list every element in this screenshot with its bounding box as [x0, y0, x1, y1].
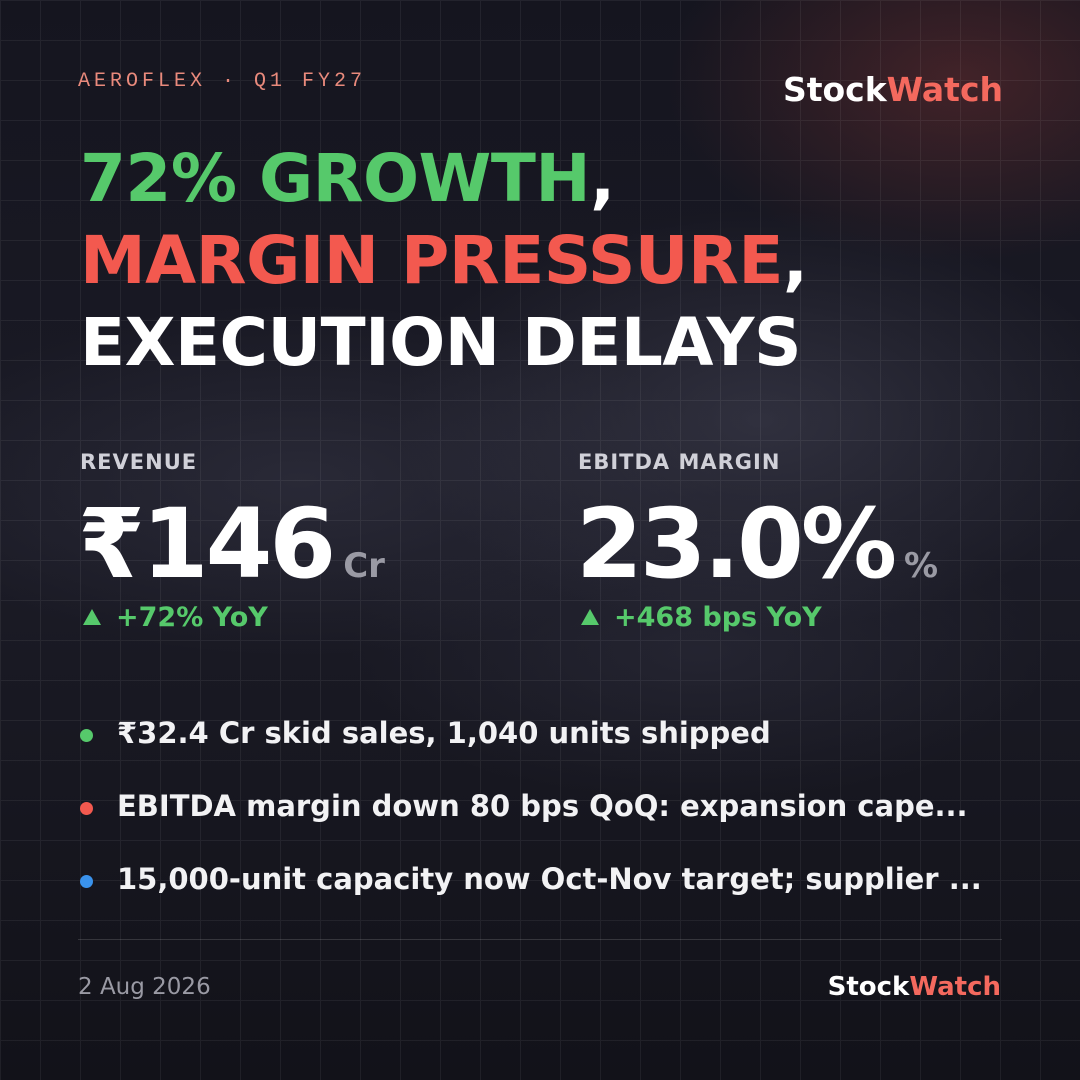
- brand-second: Watch: [909, 972, 1001, 1002]
- bullet-dot: [80, 801, 93, 815]
- brand-first: Stock: [827, 972, 910, 1002]
- metric-value: ₹146 Cr: [78, 488, 385, 600]
- date: 2 Aug 2026: [78, 974, 211, 1000]
- bullet-text: EBITDA margin down 80 bps QoQ: expansion…: [117, 789, 968, 823]
- headline-part: MARGIN PRESSURE: [80, 222, 783, 299]
- metric-label: REVENUE: [80, 450, 198, 474]
- metric-unit: Cr: [343, 546, 385, 586]
- brand: StockWatch: [828, 972, 1001, 1002]
- metric-unit: %: [904, 546, 939, 586]
- bullet-text: 15,000-unit capacity now Oct-Nov target;…: [117, 862, 982, 896]
- bullet-text: ₹32.4 Cr skid sales, 1,040 units shipped: [117, 716, 771, 750]
- headline-part: 72% GROWTH: [80, 140, 591, 217]
- headline-line: 72% GROWTH,: [80, 140, 615, 217]
- metric-change-text: +468 bps YoY: [614, 602, 822, 633]
- headline-part: EXECUTION DELAYS: [80, 304, 802, 381]
- eyebrow: AEROFLEX · Q1 FY27: [78, 70, 367, 93]
- headline-line: EXECUTION DELAYS: [80, 304, 802, 381]
- bullet: EBITDA margin down 80 bps QoQ: expansion…: [80, 789, 968, 823]
- up-arrow: [581, 608, 599, 625]
- metric-label: EBITDA MARGIN: [578, 450, 781, 474]
- brand-second: Watch: [886, 70, 1003, 109]
- brand-first: Stock: [782, 70, 887, 109]
- brand: StockWatch: [783, 70, 1003, 109]
- divider: [78, 939, 1002, 940]
- metric-value: 23.0%%: [576, 488, 938, 600]
- metric-change-text: +72% YoY: [116, 602, 268, 633]
- headline-part: ,: [590, 140, 615, 217]
- metric-number: ₹146: [78, 488, 336, 600]
- bullet-dot: [80, 728, 93, 742]
- bullet: 15,000-unit capacity now Oct-Nov target;…: [80, 862, 982, 896]
- bullet-dot: [80, 874, 93, 888]
- bullet: ₹32.4 Cr skid sales, 1,040 units shipped: [80, 716, 771, 750]
- up-arrow: [83, 608, 101, 625]
- headline-line: MARGIN PRESSURE,: [80, 222, 808, 299]
- metric-number: 23.0%: [576, 488, 897, 600]
- headline-part: ,: [782, 222, 808, 299]
- metric-change: +72% YoY: [82, 602, 268, 633]
- metric-change: +468 bps YoY: [580, 602, 822, 633]
